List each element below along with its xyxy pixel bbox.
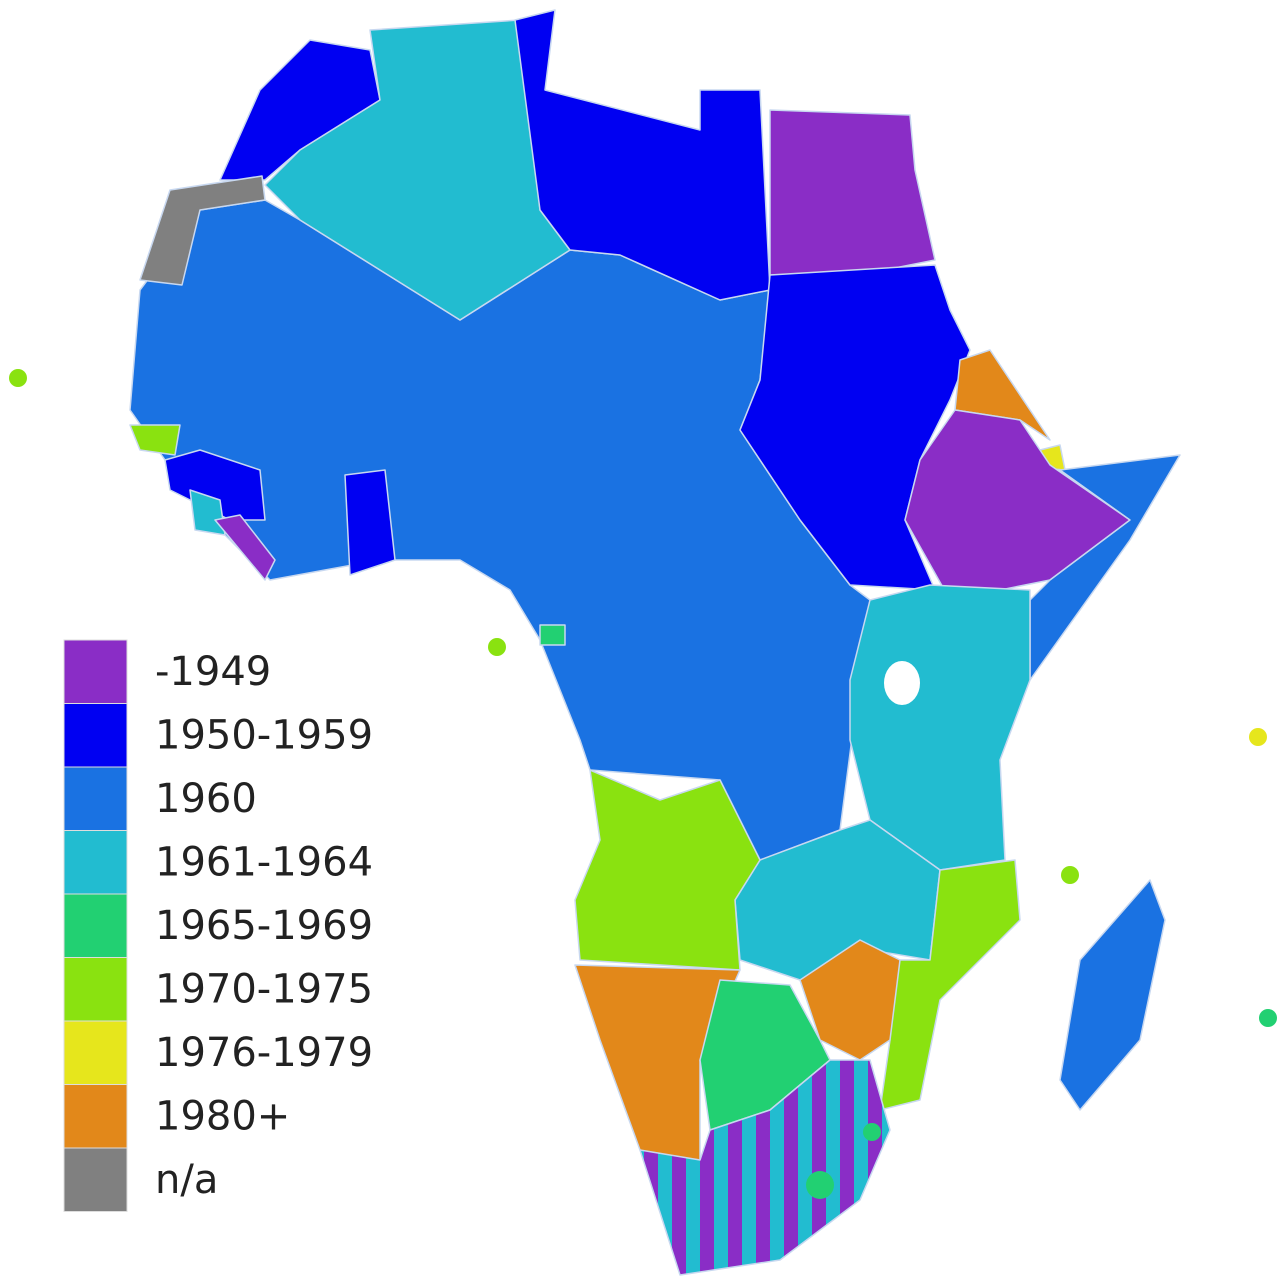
legend-swatch: [63, 703, 128, 768]
region: [164, 449, 266, 521]
region: [806, 1171, 834, 1199]
region: [1059, 879, 1166, 1111]
region: [539, 624, 566, 646]
region: [849, 584, 1031, 871]
legend-label: 1965-1969: [155, 903, 373, 949]
region: [514, 9, 771, 301]
region: [189, 489, 226, 536]
region: [139, 175, 266, 286]
legend: -1949 1950-1959 1960 1961-1964 1965-1969 1970…: [63, 639, 373, 1212]
legend-swatch: [63, 957, 128, 1022]
striped-region: [639, 1059, 891, 1276]
legend-label: 1976-1979: [155, 1030, 373, 1076]
island: [9, 369, 27, 387]
island: [1061, 866, 1079, 884]
legend-swatch: [63, 639, 128, 704]
lake: [884, 661, 920, 705]
legend-label: n/a: [155, 1157, 218, 1203]
legend-swatch: [63, 893, 128, 958]
region: [344, 469, 396, 576]
region: [574, 769, 761, 971]
legend-label: 1980+: [155, 1093, 290, 1139]
legend-label: 1960: [155, 776, 257, 822]
island: [1259, 1009, 1277, 1027]
legend-swatch: [63, 1147, 128, 1212]
legend-swatch: [63, 766, 128, 831]
region: [954, 349, 1051, 441]
legend-label: 1950-1959: [155, 712, 373, 758]
legend-swatch: [63, 1084, 128, 1149]
legend-swatch: [63, 1020, 128, 1085]
island: [1249, 728, 1267, 746]
legend-label: 1970-1975: [155, 966, 373, 1012]
countries: [9, 9, 1277, 1276]
region: [129, 424, 181, 456]
legend-label: 1961-1964: [155, 839, 373, 885]
region: [214, 514, 276, 581]
legend-swatch: [63, 830, 128, 895]
region: [769, 109, 936, 276]
island: [488, 638, 506, 656]
legend-label: -1949: [155, 649, 271, 695]
region: [863, 1123, 881, 1141]
